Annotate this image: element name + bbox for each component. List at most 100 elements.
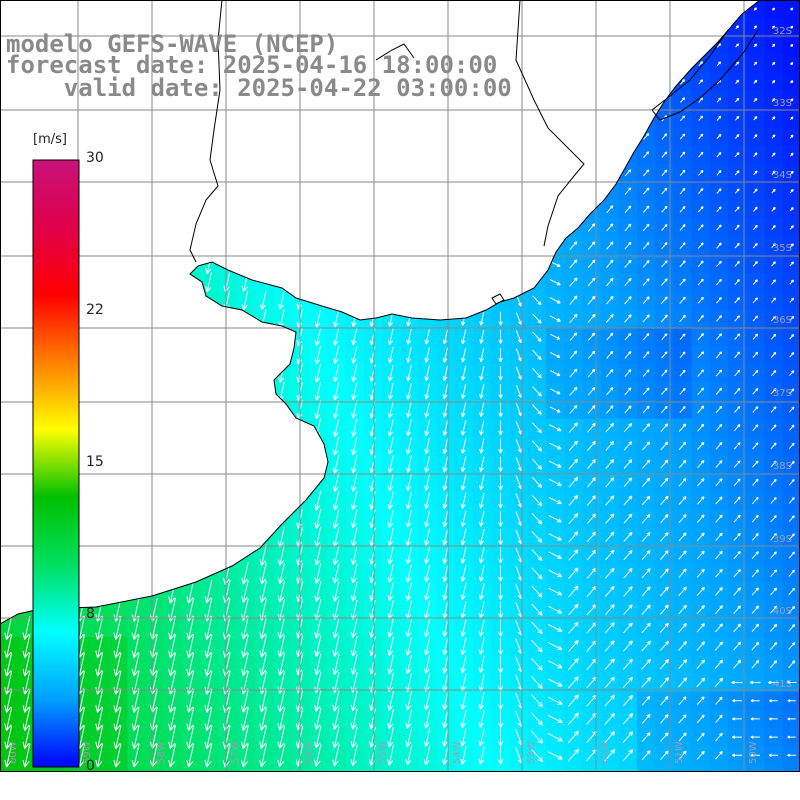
wind-arrow: [350, 690, 358, 712]
wind-speed-cell: [746, 764, 765, 772]
wind-arrow: [460, 492, 467, 509]
wind-arrow: [424, 455, 430, 473]
colorbar-tick-0: 0: [86, 758, 95, 774]
wind-arrow: [624, 351, 632, 359]
wind-arrow: [567, 712, 579, 726]
wind-arrow: [771, 243, 776, 249]
wind-arrow: [769, 660, 778, 669]
wind-arrow: [131, 634, 140, 659]
wind-arrow: [587, 405, 596, 414]
wind-arrow: [387, 346, 394, 364]
wind-arrow: [406, 437, 412, 455]
wind-arrow: [697, 314, 704, 322]
wind-arrow: [734, 206, 740, 212]
wind-arrow: [678, 423, 687, 432]
wind-arrow: [549, 406, 561, 413]
wind-arrow: [498, 492, 503, 509]
wind-arrow: [698, 133, 704, 140]
wind-arrow: [604, 622, 615, 634]
wind-arrow: [497, 601, 504, 619]
wind-arrow: [696, 659, 706, 670]
wind-arrow: [547, 732, 563, 742]
wind-arrow: [787, 717, 796, 721]
wind-arrow: [660, 532, 669, 542]
wind-arrow: [789, 225, 794, 230]
wind-arrow: [460, 745, 467, 765]
wind-arrow: [770, 515, 777, 523]
wind-arrow: [771, 79, 776, 84]
wind-arrow: [770, 551, 777, 559]
wind-arrow: [752, 224, 758, 231]
wind-arrow: [314, 345, 321, 365]
wind-speed-cell: [400, 764, 420, 772]
wind-arrow: [530, 748, 544, 763]
wind-arrow: [641, 732, 651, 742]
wind-arrow: [789, 188, 794, 194]
wind-arrow: [642, 260, 650, 268]
wind-arrow: [752, 242, 758, 249]
wind-arrow: [567, 730, 579, 744]
wind-arrow: [606, 369, 614, 378]
wind-arrow: [605, 459, 615, 469]
wind-arrow: [405, 618, 413, 638]
wind-arrow: [678, 641, 687, 651]
lat-label: 40S: [773, 606, 792, 617]
wind-arrow: [678, 586, 687, 597]
wind-arrow: [567, 658, 579, 671]
wind-arrow: [697, 405, 705, 414]
wind-arrow: [716, 296, 722, 304]
wind-arrow: [642, 223, 650, 232]
wind-arrow: [314, 653, 322, 676]
wind-arrow: [750, 717, 760, 721]
wind-arrow: [241, 580, 249, 603]
wind-arrow: [587, 458, 597, 470]
wind-arrow: [641, 713, 651, 724]
wind-arrow: [186, 707, 195, 731]
wind-arrow: [95, 616, 104, 640]
wind-arrow: [22, 616, 31, 640]
wind-arrow: [548, 442, 562, 450]
wind-arrow: [788, 569, 795, 577]
wind-arrow: [314, 544, 322, 566]
wind-arrow: [624, 205, 632, 214]
wind-arrow: [715, 405, 723, 414]
wind-arrow: [735, 79, 740, 85]
wind-arrow: [696, 677, 706, 688]
wind-arrow: [186, 743, 195, 768]
wind-arrow: [351, 454, 358, 474]
wind-speed-cell: [764, 764, 784, 772]
wind-arrow: [642, 459, 651, 469]
wind-arrow: [278, 291, 285, 310]
wind-arrow: [716, 170, 722, 176]
wind-speed-cell: [455, 764, 474, 772]
wind-arrow: [770, 442, 777, 450]
wind-arrow: [405, 491, 412, 510]
wind-arrow: [733, 550, 741, 560]
wind-arrow: [604, 712, 615, 725]
wind-speed-cell: [273, 764, 292, 772]
wind-arrow: [531, 549, 543, 562]
wind-arrow: [442, 401, 449, 418]
wind-arrow: [624, 169, 632, 177]
wind-arrow: [604, 676, 615, 689]
wind-arrow: [623, 441, 633, 451]
wind-arrow: [461, 365, 467, 381]
wind-arrow: [314, 508, 322, 529]
wind-arrow: [314, 581, 322, 602]
wind-arrow: [641, 568, 651, 579]
wind-arrow: [478, 547, 485, 564]
wind-arrow: [332, 454, 340, 474]
wind-arrow: [332, 436, 340, 456]
wind-arrow: [332, 744, 340, 767]
wind-arrow: [680, 97, 686, 103]
wind-arrow: [605, 277, 614, 287]
wind-arrow: [752, 261, 758, 267]
wind-arrow: [768, 680, 779, 685]
wind-arrow: [405, 528, 412, 546]
wind-arrow: [789, 297, 795, 303]
wind-arrow: [716, 242, 722, 249]
wind-arrow: [770, 587, 777, 596]
wind-arrow: [788, 642, 796, 650]
wind-arrow: [733, 641, 742, 651]
wind-arrow: [696, 641, 705, 651]
